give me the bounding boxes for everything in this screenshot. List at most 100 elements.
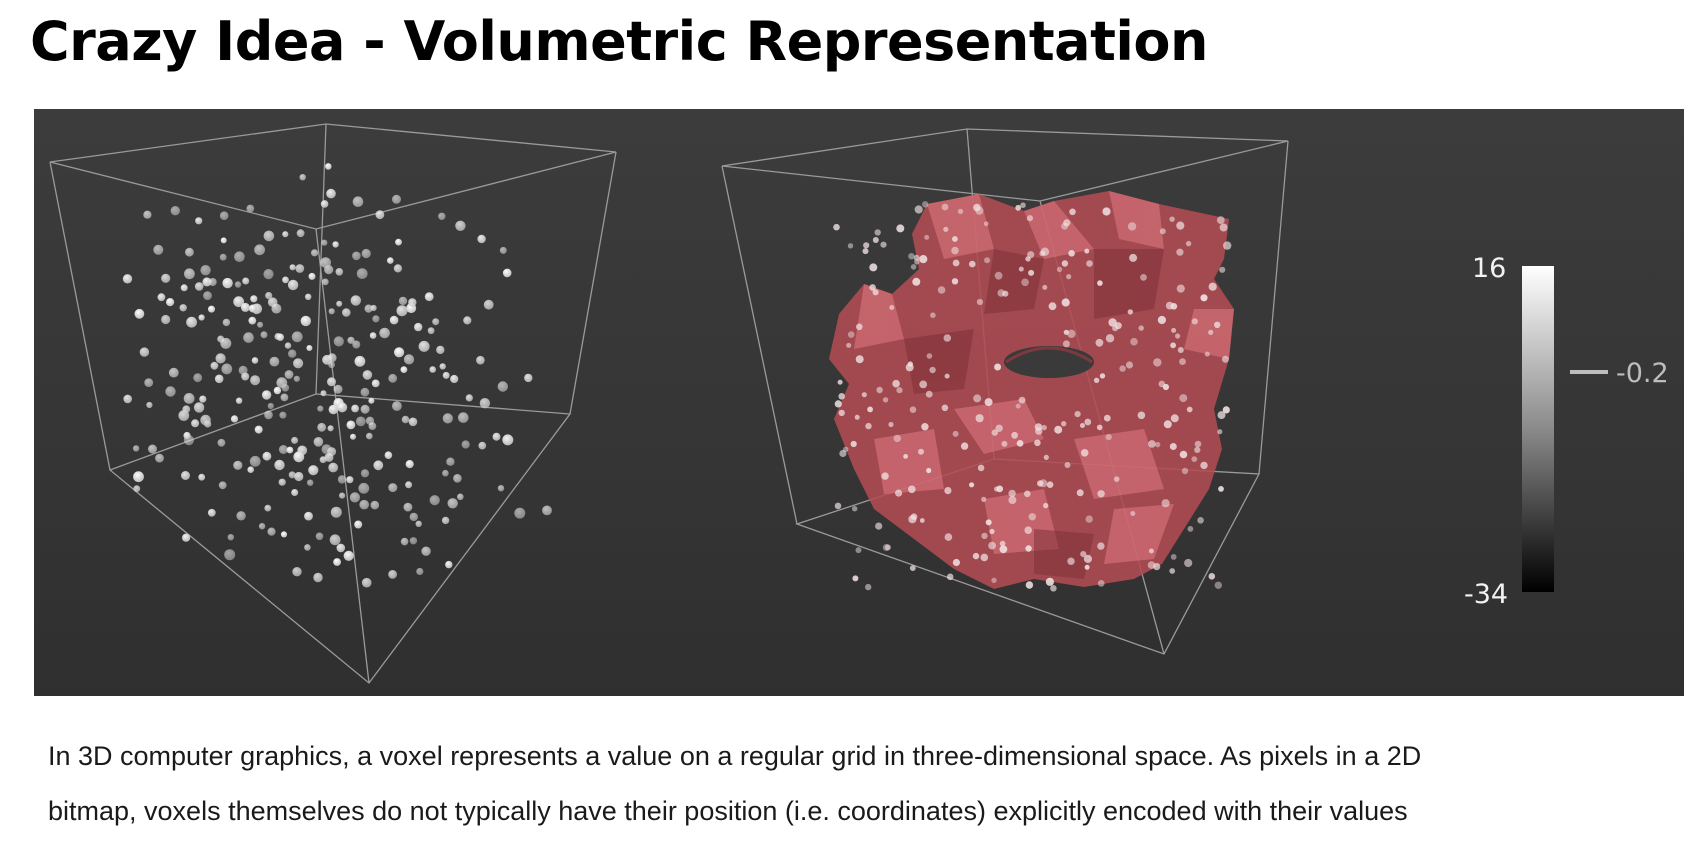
surface-voxel-point — [1050, 585, 1057, 592]
voxel-point — [261, 390, 272, 400]
surface-voxel-point — [952, 558, 961, 567]
voxel-point — [325, 163, 332, 170]
voxel-point — [146, 401, 153, 409]
surface-voxel-point — [1125, 361, 1134, 369]
surface-voxel-point — [951, 246, 959, 255]
voxel-point — [242, 277, 250, 285]
voxel-point — [284, 370, 294, 379]
surface-voxel-point — [1028, 513, 1036, 521]
surface-voxel-point — [1130, 511, 1136, 516]
voxel-point — [329, 534, 341, 546]
voxel-point — [405, 460, 414, 469]
surface-voxel-point — [838, 393, 845, 400]
voxel-point — [181, 471, 190, 480]
colorbar: 16 -34 -0.2 — [1464, 253, 1669, 610]
surface-voxel-point — [1175, 333, 1181, 339]
voxel-point — [339, 492, 346, 499]
surface-voxel-point — [951, 278, 959, 285]
voxel-point — [161, 273, 171, 283]
surface-voxel-point — [834, 502, 842, 510]
voxel-point — [327, 425, 334, 432]
voxel-point — [278, 478, 286, 486]
voxel-point — [210, 361, 219, 370]
voxel-point — [373, 460, 384, 471]
surface-voxel-point — [1093, 377, 1100, 383]
surface-voxel-point — [1086, 260, 1093, 267]
voxel-point — [409, 537, 418, 545]
voxel-point — [248, 304, 257, 313]
surface-voxel-point — [973, 394, 982, 403]
voxel-point — [405, 481, 413, 489]
surface-voxel-point — [907, 361, 913, 367]
voxel-point — [497, 381, 508, 392]
surface-voxel-point — [1176, 284, 1185, 293]
voxel-point — [133, 471, 144, 483]
voxel-point — [328, 404, 339, 415]
voxel-point — [148, 444, 157, 454]
surface-voxel-point — [1008, 489, 1016, 498]
voxel-point — [349, 492, 360, 503]
surface-voxel-point — [994, 271, 1003, 280]
surface-voxel-point — [1127, 309, 1134, 315]
voxel-point — [427, 327, 435, 335]
voxel-point — [200, 414, 211, 426]
voxel-point — [346, 476, 354, 484]
voxel-point — [291, 436, 299, 444]
voxel-point — [375, 210, 385, 220]
surface-voxel-point — [1080, 449, 1089, 457]
surface-voxel-point — [999, 545, 1008, 554]
voxel-point — [497, 485, 505, 492]
voxel-point — [418, 340, 430, 352]
voxel-point — [441, 516, 450, 525]
voxel-point — [243, 332, 254, 343]
surface-voxel-point — [876, 386, 883, 394]
voxel-point — [143, 210, 152, 219]
surface-voxel-point — [1080, 423, 1085, 428]
voxel-point — [442, 469, 449, 477]
voxel-point — [320, 390, 327, 397]
surface-voxel-point — [863, 242, 870, 249]
voxel-point — [240, 302, 250, 312]
voxel-point — [153, 244, 164, 255]
surface-voxel-point — [1099, 373, 1106, 379]
surface-voxel-point — [854, 414, 860, 420]
surface-voxel-point — [991, 429, 998, 436]
surface-voxel-point — [847, 331, 855, 338]
surface-voxel-point — [869, 263, 878, 272]
voxel-point — [292, 567, 302, 577]
voxel-point — [358, 482, 370, 494]
voxel-point — [450, 374, 459, 384]
voxel-point — [524, 373, 533, 383]
surface-voxel-point — [872, 237, 879, 243]
voxel-point — [442, 413, 453, 424]
voxel-point — [308, 272, 316, 280]
surface-voxel-point — [981, 496, 987, 502]
voxel-point — [182, 405, 191, 414]
surface-voxel-point — [1067, 557, 1075, 565]
surface-voxel-point — [833, 223, 840, 231]
voxel-point — [199, 395, 207, 403]
isosurface-panel — [721, 128, 1289, 655]
voxel-point — [393, 264, 402, 273]
voxel-point — [193, 373, 203, 383]
voxel-point — [295, 264, 305, 273]
voxel-point — [317, 422, 327, 432]
surface-voxel-point — [957, 208, 964, 215]
voxel-point — [251, 357, 259, 364]
voxel-point — [360, 404, 370, 414]
surface-voxel-point — [1018, 396, 1026, 404]
surface-voxel-point — [1043, 502, 1049, 509]
voxel-point — [287, 279, 299, 291]
surface-voxel-point — [1177, 347, 1184, 353]
surface-voxel-point — [972, 552, 980, 560]
surface-voxel-point — [910, 264, 917, 270]
voxel-point — [394, 347, 405, 358]
voxel-point — [254, 244, 265, 256]
voxel-point — [330, 506, 342, 518]
voxel-figure: 16 -34 -0.2 — [34, 109, 1684, 696]
voxel-point — [263, 230, 275, 242]
voxel-point — [396, 305, 408, 317]
surface-voxel-point — [1035, 427, 1043, 435]
voxel-point — [328, 308, 335, 315]
voxel-point — [250, 375, 261, 386]
